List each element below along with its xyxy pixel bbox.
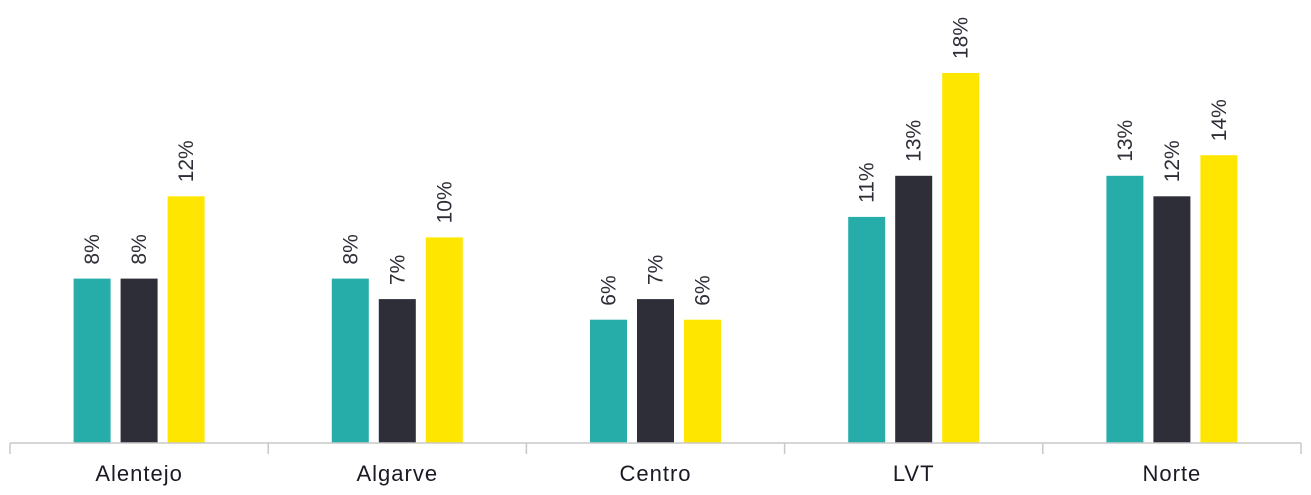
bar-norte-series-1 bbox=[1106, 175, 1144, 444]
data-label-alentejo-series-2: 8% bbox=[128, 234, 151, 264]
data-label-norte-series-1: 13% bbox=[1114, 120, 1137, 162]
data-label-algarve-series-2: 7% bbox=[386, 255, 409, 285]
bar-alentejo-series-2 bbox=[120, 278, 158, 443]
category-label-algarve: Algarve bbox=[357, 461, 439, 486]
data-label-centro-series-3: 6% bbox=[692, 275, 715, 305]
data-label-lvt-series-1: 11% bbox=[856, 162, 879, 202]
category-label-norte: Norte bbox=[1143, 461, 1202, 486]
category-label-centro: Centro bbox=[619, 461, 691, 486]
bar-lvt-series-2 bbox=[895, 175, 933, 444]
data-label-alentejo-series-3: 12% bbox=[175, 140, 198, 182]
data-label-algarve-series-3: 10% bbox=[433, 181, 456, 223]
bar-algarve-series-1 bbox=[331, 278, 369, 443]
bar-lvt-series-1 bbox=[848, 216, 886, 443]
bar-centro-series-3 bbox=[684, 319, 721, 443]
data-label-centro-series-2: 7% bbox=[645, 255, 668, 285]
data-label-lvt-series-2: 13% bbox=[903, 120, 926, 162]
bar-algarve-series-3 bbox=[425, 237, 463, 443]
bar-lvt-series-3 bbox=[942, 73, 980, 443]
data-label-lvt-series-3: 18% bbox=[950, 17, 973, 59]
bar-alentejo-series-1 bbox=[73, 278, 111, 443]
bars-group bbox=[73, 73, 1238, 444]
data-label-norte-series-3: 14% bbox=[1208, 99, 1231, 141]
x-axis-ticks bbox=[9, 443, 1302, 454]
bar-labels-group: 8% 8% 12% 8% 7% 10% 6% 7% 6% 11% 13% 18% 13% 12% 14% bbox=[81, 17, 1231, 306]
data-label-algarve-series-1: 8% bbox=[339, 234, 362, 264]
bar-norte-series-2 bbox=[1153, 196, 1191, 443]
bar-alentejo-series-3 bbox=[167, 196, 205, 443]
bar-algarve-series-2 bbox=[378, 299, 416, 443]
bar-centro-series-1 bbox=[590, 319, 627, 443]
category-label-lvt: LVT bbox=[893, 461, 935, 486]
category-label-alentejo: Alentejo bbox=[95, 461, 183, 486]
data-label-alentejo-series-1: 8% bbox=[81, 234, 104, 264]
bar-centro-series-2 bbox=[637, 299, 674, 443]
data-label-norte-series-2: 12% bbox=[1161, 140, 1184, 182]
bar-norte-series-3 bbox=[1200, 155, 1238, 443]
category-labels-group: Alentejo Algarve Centro LVT Norte bbox=[95, 461, 1202, 486]
data-label-centro-series-1: 6% bbox=[598, 275, 621, 305]
